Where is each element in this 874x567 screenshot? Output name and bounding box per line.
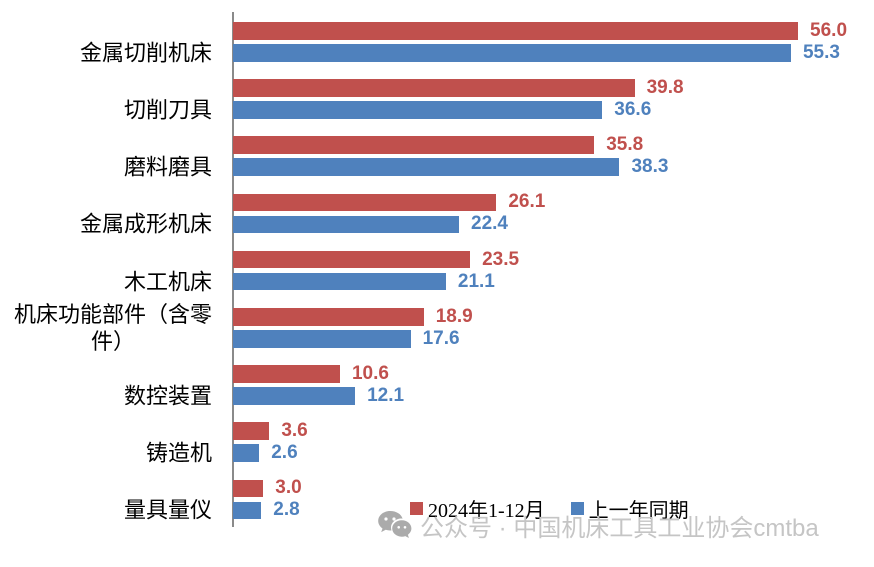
bar-current-period — [233, 479, 264, 498]
value-label: 10.6 — [351, 362, 389, 384]
bar-current-period — [233, 22, 799, 40]
bar-prev-period — [233, 158, 620, 176]
legend-item-current-period: 2024年1-12月 — [410, 494, 545, 523]
value-label: 12.1 — [367, 384, 405, 406]
legend: 2024年1-12月 上一年同期 — [410, 494, 689, 523]
category-label: 数控装置 — [123, 383, 212, 409]
value-label: 35.8 — [606, 134, 644, 156]
bar-prev-period — [233, 215, 460, 234]
category-label: 磨料磨具 — [123, 154, 212, 180]
category-label: 切削刀具 — [123, 97, 212, 123]
bar-prev-period — [233, 444, 260, 462]
bar-prev-period — [233, 387, 356, 405]
wechat-icon — [378, 510, 412, 538]
category-label: 金属成形机床 — [79, 211, 212, 237]
bar-current-period — [233, 79, 635, 97]
watermark: 公众号 · 中国机床工具工业协会cmtba — [377, 508, 819, 543]
category-axis-line — [232, 12, 234, 527]
value-label: 21.1 — [457, 270, 495, 292]
legend-label-current-period: 2024年1-12月 — [428, 500, 545, 522]
bar-current-period — [233, 136, 595, 154]
category-label: 金属切削机床 — [79, 40, 212, 66]
value-label: 36.6 — [614, 98, 652, 120]
value-label: 2.6 — [271, 442, 298, 464]
value-label: 3.6 — [281, 420, 308, 442]
value-label: 3.0 — [275, 477, 302, 499]
bar-current-period — [233, 308, 424, 326]
category-label: 量具量仪 — [123, 497, 212, 523]
bar-current-period — [233, 250, 471, 269]
value-label: 23.5 — [482, 248, 520, 270]
watermark-text: 公众号 · 中国机床工具工业协会cmtba — [420, 515, 819, 542]
bar-prev-period — [233, 501, 262, 520]
value-label: 39.8 — [646, 76, 684, 98]
value-label: 22.4 — [471, 213, 508, 235]
category-label: 铸造机 — [145, 440, 212, 466]
value-label: 18.9 — [435, 305, 473, 327]
legend-swatch-prev-period — [570, 502, 584, 515]
legend-item-prev-period: 上一年同期 — [570, 494, 689, 523]
category-label: 机床功能部件（含零 件） — [13, 301, 212, 354]
bar-current-period — [233, 193, 497, 212]
value-label: 55.3 — [802, 41, 840, 63]
value-label: 56.0 — [810, 19, 848, 41]
bar-prev-period — [233, 272, 446, 291]
category-label: 木工机床 — [123, 269, 212, 295]
bar-prev-period — [233, 101, 603, 119]
bar-prev-period — [233, 44, 791, 62]
bar-current-period — [233, 422, 270, 440]
value-label: 38.3 — [631, 156, 669, 178]
value-label: 26.1 — [508, 191, 546, 213]
bar-current-period — [233, 365, 340, 383]
bar-prev-period — [233, 330, 411, 348]
value-label: 17.6 — [422, 327, 460, 349]
legend-swatch-current-period — [410, 502, 423, 515]
legend-label-prev-period: 上一年同期 — [588, 500, 689, 522]
value-label: 2.8 — [273, 499, 300, 521]
